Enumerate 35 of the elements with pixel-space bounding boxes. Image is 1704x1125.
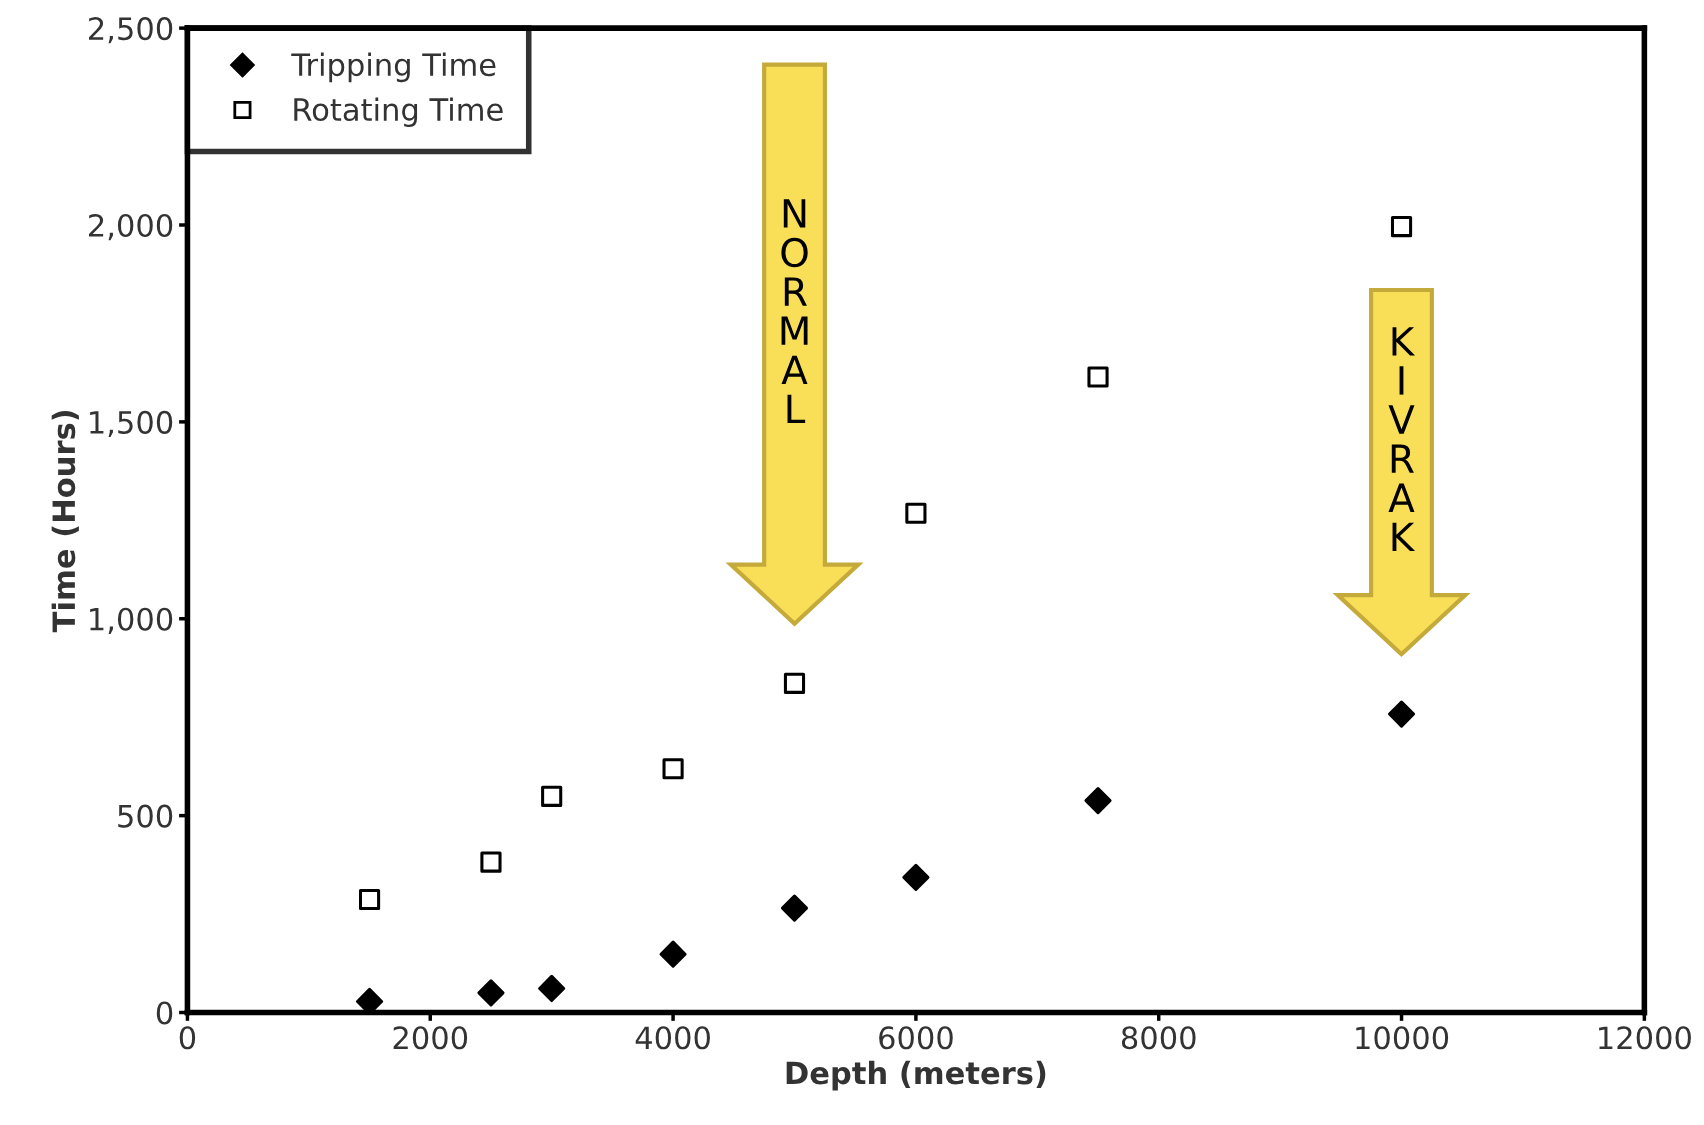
point: [662, 758, 684, 780]
annotation: KIVRAK: [1388, 327, 1416, 552]
x-tick-label: 0: [179, 1026, 196, 1050]
point: [538, 974, 566, 1003]
y-tick-label: 0: [156, 1001, 173, 1025]
y-tick-label: 1,500: [90, 410, 173, 438]
x-tick-label: 6000: [879, 1026, 953, 1050]
point: [480, 851, 502, 873]
point: [659, 940, 687, 968]
x-tick-label: 4000: [635, 1026, 710, 1050]
y-tick-label: 2,500: [89, 17, 173, 44]
point: [905, 502, 927, 524]
y-tick-label: 1,000: [90, 607, 173, 634]
annotation: NORMAL: [781, 199, 808, 424]
x-tick-label: 8000: [1121, 1026, 1196, 1050]
legend-label: Tripping Time: [291, 52, 496, 83]
point: [783, 672, 806, 694]
point: [780, 894, 809, 922]
point: [1084, 787, 1112, 815]
point: [1390, 215, 1413, 238]
point: [356, 987, 384, 1013]
point: [902, 863, 930, 891]
x-axis-title: Depth (meters): [786, 1060, 1046, 1091]
legend-label: Rotating Time: [294, 97, 503, 127]
x-tick-label: 2000: [393, 1026, 468, 1050]
y-axis-title: Time (Hours): [51, 410, 79, 633]
point: [541, 785, 563, 807]
point: [358, 888, 381, 911]
y-tick-label: 500: [118, 804, 173, 828]
point: [1087, 366, 1109, 388]
x-tick-label: 12000: [1599, 1026, 1691, 1050]
point: [1387, 700, 1416, 728]
x-tick-label: 10000: [1356, 1026, 1449, 1050]
point: [477, 979, 505, 1007]
y-tick-label: 2,000: [89, 213, 173, 241]
